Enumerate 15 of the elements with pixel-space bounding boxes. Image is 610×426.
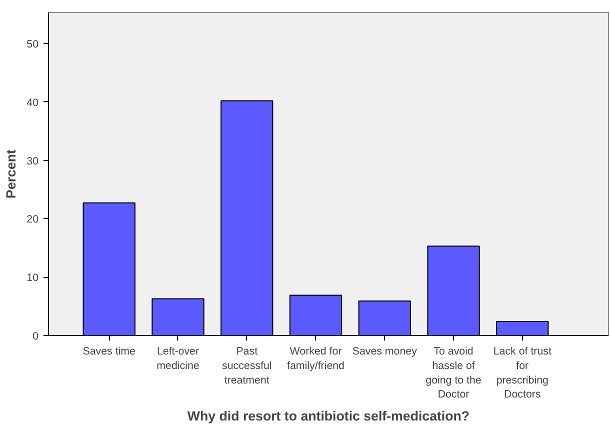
x-tick-label: Worked for family/friend (287, 346, 345, 372)
x-axis-title: Why did resort to antibiotic self-medication? (187, 408, 470, 424)
x-tick-label: Left-over medicine (156, 346, 200, 372)
y-tick-label: 0 (32, 330, 39, 342)
x-tick-label: To avoid hassle of going to the Doctor (426, 346, 482, 401)
x-tick-label: Saves money (352, 346, 418, 358)
x-tick-label: Saves time (82, 346, 136, 358)
x-tick-label: Lack of trust for prescribing Doctors (493, 346, 552, 401)
y-tick-label: 10 (26, 272, 39, 284)
y-tick-label: 50 (26, 38, 39, 50)
x-tick-label: Past successful treatment (222, 346, 272, 386)
y-tick-label: 20 (26, 214, 39, 226)
y-axis-title: Percent (4, 148, 19, 198)
y-tick-label: 30 (26, 155, 39, 168)
y-tick-label: 40 (26, 96, 39, 109)
